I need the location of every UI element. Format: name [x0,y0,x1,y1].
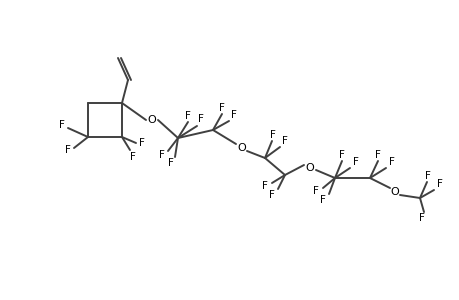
Text: F: F [338,150,344,160]
Text: O: O [305,163,313,173]
Text: F: F [168,158,174,168]
Text: F: F [59,120,65,130]
Text: F: F [281,136,287,146]
Text: F: F [218,103,224,113]
Text: F: F [198,114,203,124]
Text: F: F [139,138,145,148]
Text: F: F [353,157,358,167]
Text: F: F [313,186,318,196]
Text: F: F [436,179,442,189]
Text: F: F [418,213,424,223]
Text: F: F [269,190,274,200]
Text: F: F [185,111,190,121]
Text: F: F [424,171,430,181]
Text: O: O [147,115,156,125]
Text: F: F [269,130,275,140]
Text: F: F [262,181,267,191]
Text: O: O [390,187,398,197]
Text: F: F [388,157,394,167]
Text: F: F [319,195,325,205]
Text: F: F [159,150,165,160]
Text: F: F [374,150,380,160]
Text: F: F [230,110,236,120]
Text: F: F [130,152,136,162]
Text: O: O [237,143,246,153]
Text: F: F [65,145,71,155]
